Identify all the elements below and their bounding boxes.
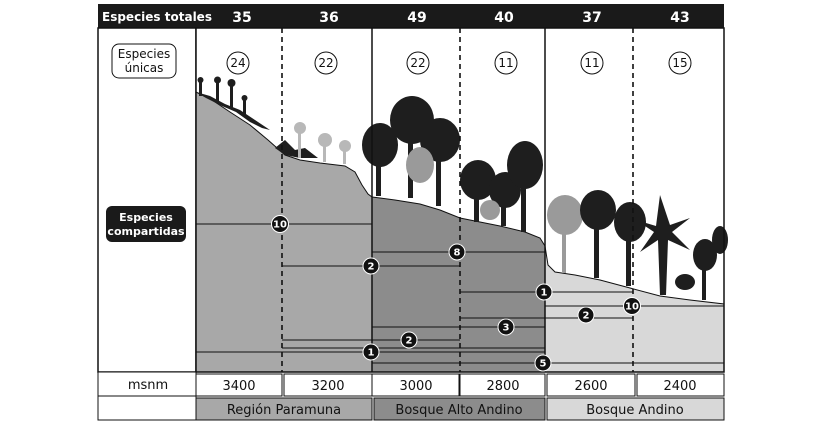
shared-badge-7	[362, 343, 380, 361]
vegetation-andino-light	[547, 195, 583, 273]
shared-badge-8-value: 5	[540, 359, 547, 370]
unique-circle-5	[580, 51, 604, 75]
elevation-value-4: 2800	[486, 379, 519, 394]
shared-badge-6-value: 3	[503, 323, 510, 334]
vegetation-paramuna-light	[294, 122, 351, 164]
unique-circle-1	[226, 51, 250, 75]
unique-value-5: 11	[584, 56, 599, 70]
shared-label-line2: compartidas	[107, 225, 185, 238]
unique-value-2: 22	[318, 56, 333, 70]
shared-badge-5	[400, 331, 418, 349]
elevation-value-3: 3000	[399, 379, 432, 394]
elevation-value-5: 2600	[574, 379, 607, 394]
total-col-4: 40	[494, 10, 514, 26]
shared-badge-10-value: 2	[583, 311, 590, 322]
region-cell-andino	[546, 397, 725, 421]
shared-badge-2-value: 2	[368, 262, 375, 273]
elevation-cell-5	[546, 373, 636, 397]
unique-circle-3	[406, 51, 430, 75]
shared-badge-1-value: 10	[273, 220, 287, 231]
total-col-1: 35	[232, 10, 251, 26]
total-col-2: 36	[319, 10, 338, 26]
header-bar	[98, 4, 724, 28]
unique-label-box	[111, 43, 177, 79]
elevation-cell-4	[459, 373, 546, 397]
elevation-cell-1	[195, 373, 283, 397]
shared-label-box	[106, 206, 186, 242]
region-cell-paramuna	[195, 397, 373, 421]
shared-badge-9	[623, 297, 641, 315]
vegetation-paramuna	[196, 76, 318, 158]
unique-circle-4	[494, 51, 518, 75]
shared-badge-2	[362, 257, 380, 275]
unique-value-4: 11	[498, 56, 513, 70]
shared-badge-9-value: 10	[625, 302, 639, 313]
panel-frame	[195, 27, 725, 373]
shared-badge-7-value: 1	[368, 348, 375, 359]
unique-value-3: 22	[410, 56, 425, 70]
elevation-cell-6	[636, 373, 725, 397]
total-col-5: 37	[582, 10, 601, 26]
total-col-6: 43	[670, 10, 689, 26]
unique-label-line2: únicas	[125, 61, 164, 75]
shared-badge-4-value: 1	[541, 288, 548, 299]
shared-badges: 10 2 8 1 2 3 1 5 10 2	[271, 215, 641, 372]
shared-badge-6	[497, 318, 515, 336]
vegetation-andino	[580, 190, 728, 300]
vegetation-alto-andino-light	[406, 147, 500, 220]
msnm-label: msnm	[128, 378, 168, 393]
elevation-value-2: 3200	[311, 379, 344, 394]
shared-badge-3-value: 8	[454, 248, 461, 259]
region-alto-andino: Bosque Alto Andino	[395, 403, 522, 418]
header-label: Especies totales	[102, 10, 212, 24]
region-paramuna: Región Paramuna	[227, 403, 341, 418]
shared-badge-1	[271, 215, 289, 233]
shared-badge-4	[535, 283, 553, 301]
shared-badge-8	[534, 354, 552, 372]
unique-value-1: 24	[230, 56, 245, 70]
shared-badge-10	[577, 306, 595, 324]
unique-value-6: 15	[672, 56, 687, 70]
unique-circles: 24 22 22 11 11 15	[226, 51, 692, 75]
elevation-value-6: 2400	[663, 379, 696, 394]
unique-label-line1: Especies	[118, 47, 170, 61]
region-andino: Bosque Andino	[586, 403, 684, 418]
shared-badge-5-value: 2	[406, 336, 413, 347]
region-cell-alto-andino	[373, 397, 546, 421]
unique-circle-6	[668, 51, 692, 75]
elevation-value-1: 3400	[222, 379, 255, 394]
region-blank-cell	[97, 395, 197, 421]
unique-circle-2	[314, 51, 338, 75]
left-label-column	[97, 27, 197, 373]
total-col-3: 49	[407, 10, 426, 26]
shared-badge-3	[448, 243, 466, 261]
elevation-cell-3	[371, 373, 460, 397]
shared-label-line1: Especies	[119, 211, 173, 224]
